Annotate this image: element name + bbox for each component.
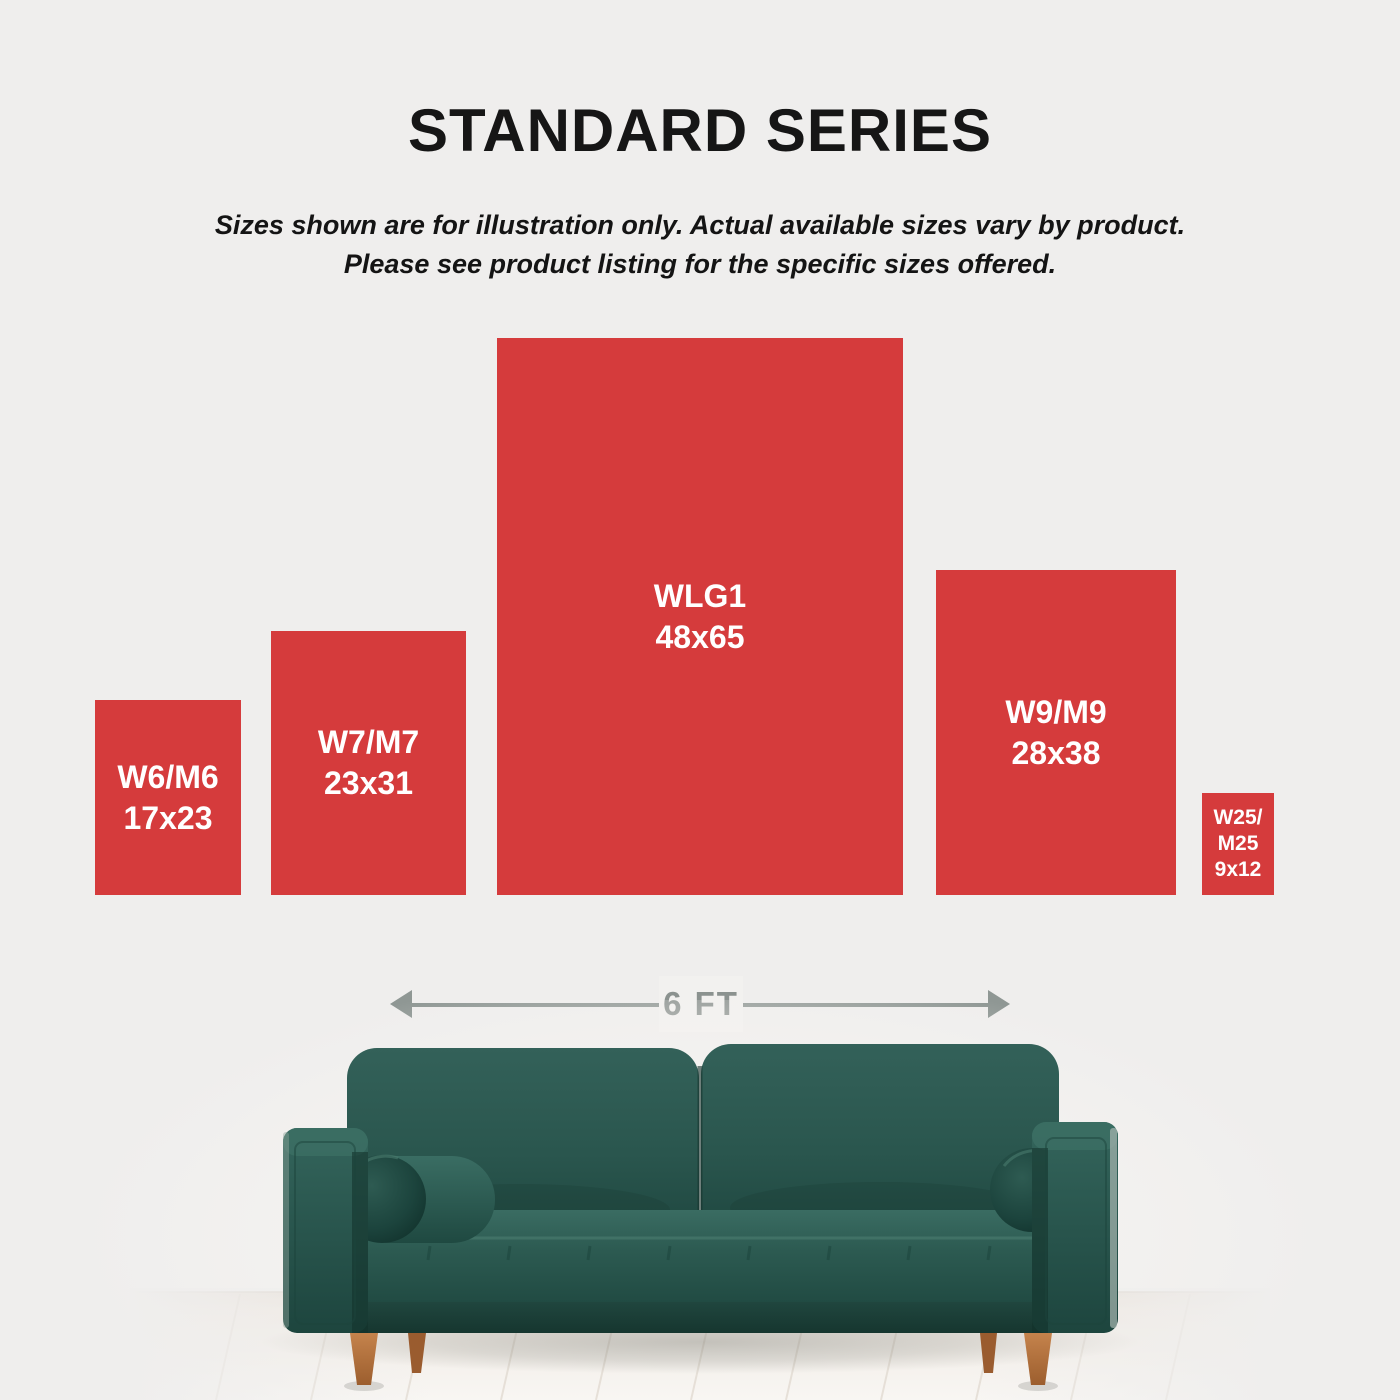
size-box-w25-m25: W25/ M25 9x12 — [1202, 793, 1274, 895]
size-code: WLG1 — [653, 577, 747, 614]
subtitle-line-1: Sizes shown are for illustration only. A… — [214, 210, 1186, 240]
size-code: M25 — [1217, 832, 1259, 855]
sofa-arm-right — [1032, 1122, 1118, 1333]
subtitle: Sizes shown are for illustration only. A… — [0, 206, 1400, 284]
size-box-w9-m9: W9/M9 28x38 — [936, 570, 1176, 895]
sofa-legs — [344, 1333, 1058, 1391]
size-code: W25/ — [1213, 806, 1263, 829]
page-title: STANDARD SERIES — [408, 97, 992, 164]
size-box-w6-m6: W6/M6 17x23 — [95, 700, 241, 895]
size-dimensions: 28x38 — [1011, 734, 1101, 771]
size-dimensions: 48x65 — [655, 618, 745, 655]
size-dimensions: 23x31 — [324, 765, 413, 801]
size-code: W6/M6 — [117, 758, 219, 795]
sofa-illustration — [283, 1044, 1118, 1391]
size-code: W7/M7 — [317, 724, 420, 760]
subtitle-line-2: Please see product listing for the speci… — [343, 249, 1057, 279]
sofa-arm-left — [283, 1128, 368, 1333]
sofa-scene — [80, 1000, 1320, 1400]
size-box-wlg1: WLG1 48x65 — [497, 338, 903, 895]
size-box-w7-m7: W7/M7 23x31 — [271, 631, 466, 895]
size-dimensions: 9x12 — [1214, 858, 1262, 881]
size-dimensions: 17x23 — [123, 799, 213, 836]
size-code: W9/M9 — [1005, 693, 1107, 730]
